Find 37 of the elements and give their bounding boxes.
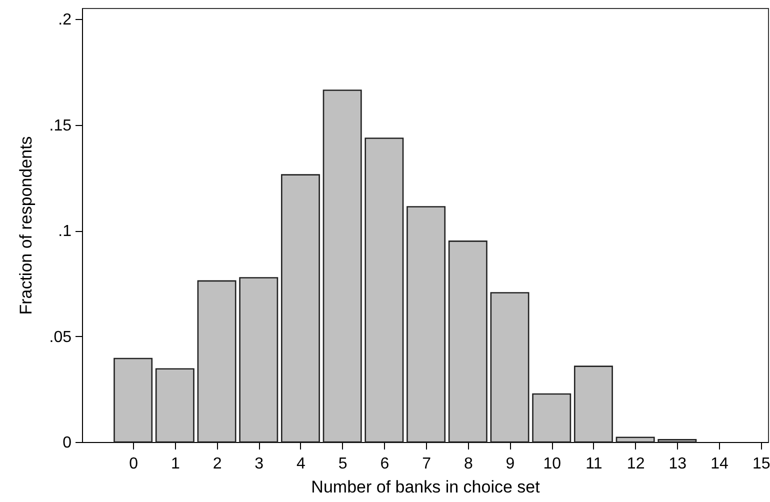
bar <box>616 436 655 443</box>
y-tick-label: .1 <box>58 223 72 240</box>
y-tick-label: .15 <box>49 117 72 134</box>
bar <box>114 358 153 443</box>
bar <box>406 206 446 443</box>
x-tick-label: 10 <box>543 456 562 472</box>
x-tick-label: 9 <box>506 456 515 472</box>
bar <box>490 292 530 443</box>
bar <box>448 240 488 443</box>
x-tick-label: 6 <box>380 456 390 472</box>
bar <box>280 174 320 443</box>
x-axis-title: Number of banks in choice set <box>311 478 540 496</box>
x-tick-label: 11 <box>586 456 602 472</box>
bar <box>658 439 697 443</box>
x-tick-label: 12 <box>626 456 645 472</box>
x-tick-label: 13 <box>668 456 687 472</box>
x-tick-label: 4 <box>296 456 306 472</box>
bar <box>364 138 404 443</box>
bar <box>197 280 236 443</box>
y-tick-label: .2 <box>58 12 72 29</box>
y-axis-title: Fraction of respondents <box>16 136 36 315</box>
x-tick-label: 7 <box>422 456 432 472</box>
bar <box>532 393 572 443</box>
x-tick-label: 15 <box>752 456 770 472</box>
x-tick-label: 8 <box>464 456 473 472</box>
y-tick-label: .05 <box>49 328 72 346</box>
bar <box>239 277 278 443</box>
bar <box>155 368 194 443</box>
x-tick-label: 2 <box>212 456 222 472</box>
x-tick-label: 14 <box>710 456 729 472</box>
y-tick-label: 0 <box>62 434 72 452</box>
x-tick-label: 0 <box>129 456 138 472</box>
x-tick-label: 1 <box>170 456 180 472</box>
x-tick-label: 5 <box>338 456 348 472</box>
bar <box>574 366 613 443</box>
bar <box>322 90 362 443</box>
x-tick-label: 3 <box>254 456 264 472</box>
